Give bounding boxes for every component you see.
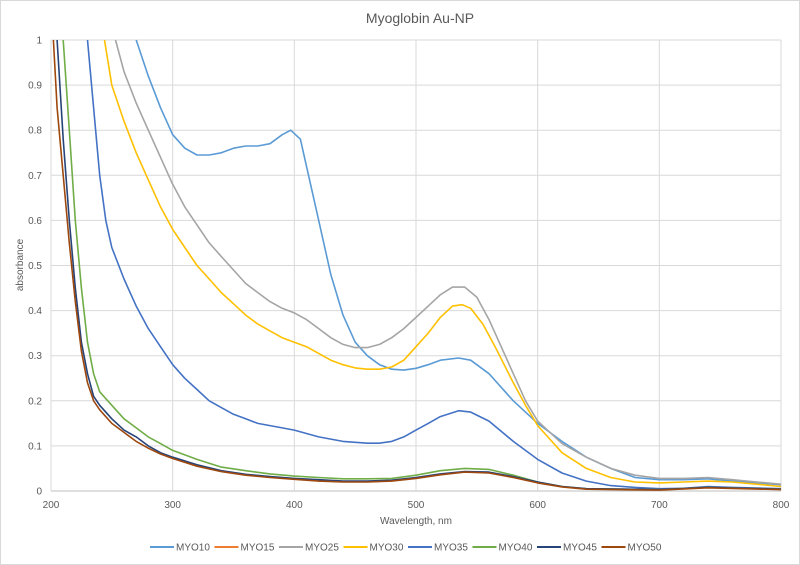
- x-axis-label: Wavelength, nm: [380, 516, 452, 527]
- x-tick-label: 700: [651, 500, 668, 511]
- y-tick-label: 0.1: [28, 441, 42, 452]
- y-tick-label: 0.5: [28, 261, 42, 272]
- y-tick-label: 0: [36, 487, 42, 498]
- series-line-myo25: [114, 39, 782, 485]
- chart-title: Myoglobin Au-NP: [366, 10, 474, 26]
- x-tick-label: 600: [529, 500, 546, 511]
- legend-label: MYO50: [628, 543, 662, 554]
- x-tick-label: 500: [408, 500, 425, 511]
- y-tick-label: 0.9: [28, 81, 42, 92]
- x-tick-label: 800: [773, 500, 790, 511]
- legend: MYO10 MYO15 MYO25 MYO30 MYO35 MYO40 MYO45 MYO50: [150, 543, 662, 554]
- gridlines: [50, 39, 782, 492]
- legend-label: MYO40: [499, 543, 533, 554]
- y-tick-label: 0.2: [28, 396, 42, 407]
- x-tick-label: 300: [164, 500, 181, 511]
- x-tick-label: 200: [43, 500, 60, 511]
- legend-label: MYO35: [434, 543, 468, 554]
- tick-labels: 0 0.1 0.2 0.3 0.4 0.5 0.6 0.7 0.8 0.9 1 200 300 400 50…: [28, 36, 790, 512]
- x-tick-label: 400: [286, 500, 303, 511]
- legend-label: MYO45: [563, 543, 597, 554]
- series-line-myo50: [52, 39, 782, 491]
- legend-label: MYO10: [176, 543, 210, 554]
- y-tick-label: 0.7: [28, 171, 42, 182]
- series-line-myo35: [86, 39, 782, 490]
- series-line-myo30: [103, 39, 782, 488]
- y-tick-label: 0.6: [28, 216, 42, 227]
- y-tick-label: 0.3: [28, 351, 42, 362]
- legend-label: MYO25: [305, 543, 339, 554]
- y-axis-label: absorbance: [15, 238, 26, 291]
- legend-label: MYO30: [370, 543, 404, 554]
- y-tick-label: 0.4: [28, 306, 42, 317]
- legend-label: MYO15: [241, 543, 275, 554]
- y-tick-label: 0.8: [28, 126, 42, 137]
- y-tick-label: 1: [36, 36, 42, 47]
- series-lines: [52, 39, 782, 491]
- series-line-myo45: [56, 39, 782, 491]
